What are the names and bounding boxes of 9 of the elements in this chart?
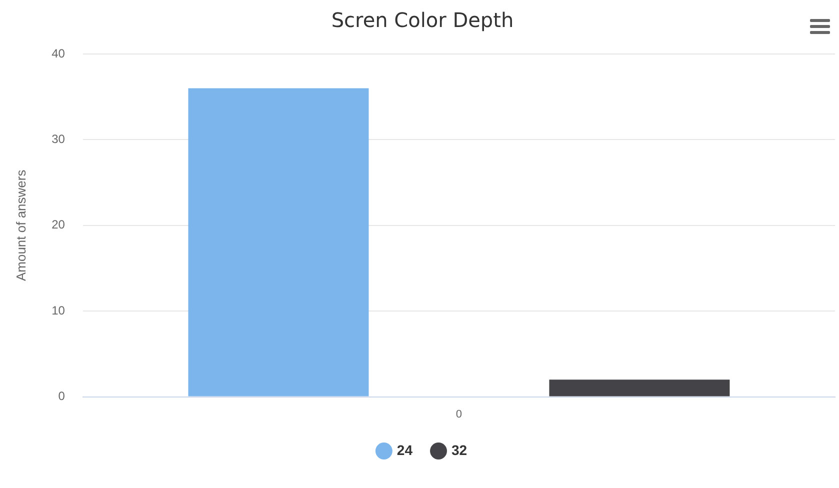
legend-label: 24 bbox=[396, 442, 413, 458]
y-tick-label: 30 bbox=[52, 132, 66, 146]
y-tick-label: 0 bbox=[58, 389, 66, 404]
y-axis-title: Amount of answers bbox=[13, 169, 28, 282]
y-tick-label: 40 bbox=[52, 46, 66, 60]
y-tick-label: 10 bbox=[52, 303, 66, 318]
y-tick-label: 20 bbox=[52, 218, 66, 232]
chart-title: Scren Color Depth bbox=[331, 8, 514, 32]
legend-label: 32 bbox=[452, 442, 468, 458]
